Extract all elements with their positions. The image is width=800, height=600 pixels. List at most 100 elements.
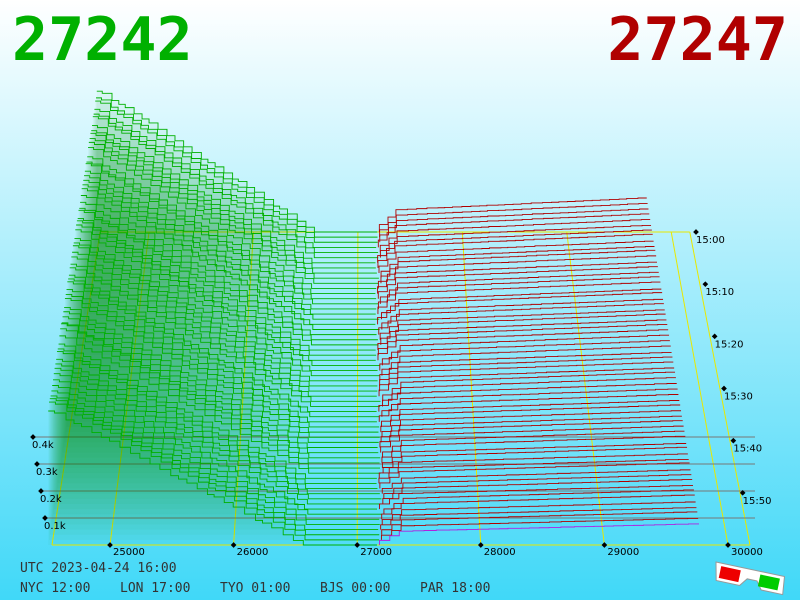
price-grid-line [670, 231, 729, 546]
bid-depth-line [86, 161, 377, 300]
ask-depth-line [380, 313, 666, 345]
utc-time: UTC 2023-04-24 16:00 [20, 561, 177, 576]
time-tick [730, 437, 737, 444]
ask-depth-line [381, 435, 686, 463]
ask-depth-line [379, 351, 672, 381]
depth-tick-label: 0.2k [40, 494, 62, 505]
bid-depth-line [72, 251, 378, 392]
ask-depth-line [381, 334, 670, 366]
ask-depth-line [381, 345, 671, 376]
ask-depth-line [381, 410, 682, 438]
price-grid-line [356, 231, 359, 546]
bid-depth-line [73, 242, 378, 382]
ask-depth-line [379, 356, 673, 386]
ask-depth-line [379, 361, 674, 392]
time-tick-label: 15:00 [696, 235, 725, 246]
bid-depth-line [80, 195, 377, 336]
ask-depth-line [379, 219, 651, 253]
bid-depth-line [54, 367, 381, 505]
bid-depth-line [51, 390, 380, 525]
city-time: NYC 12:00 [20, 581, 90, 596]
bid-depth-line [89, 138, 379, 279]
bid-depth-line [71, 256, 377, 397]
ask-price: 27247 [607, 5, 788, 75]
ask-depth-line [381, 469, 691, 494]
ask-depth-line [378, 394, 679, 422]
bid-depth-line [83, 179, 380, 320]
bid-depth-line [64, 298, 380, 438]
ask-depth-line [380, 415, 682, 443]
bid-depth-line [76, 220, 376, 361]
ask-depth-line [380, 425, 684, 453]
bid-depth-line [78, 209, 376, 351]
time-tick [711, 333, 718, 340]
depth-tick-label: 0.1k [44, 521, 66, 532]
ask-depth-line [377, 233, 653, 268]
ask-depth-line [377, 329, 669, 361]
time-tick-label: 15:20 [715, 339, 744, 350]
price-tick-label: 25000 [113, 547, 145, 558]
ask-depth-line [378, 453, 688, 479]
bid-depth-line [60, 328, 381, 469]
depth-tick-label: 0.3k [36, 467, 58, 478]
ask-depth-line [377, 324, 668, 356]
ask-depth-line [378, 240, 654, 274]
ask-depth-line [377, 213, 650, 248]
ask-depth-line [380, 517, 699, 540]
ask-depth-line [379, 420, 683, 448]
bid-depth-line [62, 316, 379, 454]
ask-depth-line [381, 388, 678, 417]
bid-price: 27242 [12, 5, 193, 75]
city-time: BJS 00:00 [320, 581, 390, 596]
time-tick-label: 15:10 [705, 287, 734, 298]
bid-depth-line [68, 278, 380, 418]
ask-depth-line [379, 523, 699, 545]
bid-depth-line [52, 379, 382, 515]
bid-depth-line [48, 410, 378, 546]
bid-depth-line [77, 217, 377, 356]
ask-depth-line [382, 446, 688, 474]
ask-depth-line [379, 208, 649, 243]
price-tick [230, 542, 237, 548]
bid-depth-line [91, 130, 376, 269]
bid-depth-line [69, 267, 381, 407]
time-tick [721, 385, 727, 392]
depth-tick-label: 0.4k [32, 440, 54, 451]
bid-depth-line [74, 238, 380, 377]
bid-depth-line [79, 207, 379, 346]
ask-depth-line [382, 377, 676, 407]
bid-depth-line [76, 224, 381, 366]
ask-depth-line [382, 371, 676, 402]
bid-depth-line [87, 156, 376, 295]
bid-depth-line [95, 100, 378, 243]
ask-depth-line [377, 319, 667, 351]
bid-depth-line [50, 395, 379, 531]
ask-depth-line [382, 430, 685, 458]
ask-depth-line [377, 255, 657, 289]
bid-depth-line [63, 311, 378, 448]
bid-depth-line [56, 358, 380, 495]
ask-depth-line [380, 249, 656, 284]
bid-depth-line [55, 363, 382, 500]
ask-depth-line [377, 229, 652, 263]
ask-depth-line [378, 303, 664, 335]
3d-glasses-icon [715, 561, 786, 596]
bid-depth-line [57, 348, 377, 484]
time-tick-label: 15:30 [724, 392, 753, 403]
bid-depth-line [84, 175, 376, 315]
ask-depth-line [380, 404, 681, 433]
ask-depth-line [381, 288, 662, 320]
price-tick [107, 542, 113, 548]
bid-depth-line [75, 229, 378, 371]
city-time: LON 17:00 [120, 581, 190, 596]
bid-depth-line [56, 351, 378, 490]
ask-depth-line [381, 298, 664, 330]
bid-depth-line [52, 385, 380, 520]
price-tick [354, 542, 361, 548]
ask-depth-line [382, 479, 693, 504]
city-times: NYC 12:00 LON 17:00 TYO 01:00 BJS 00:00 PAR … [20, 581, 490, 596]
bid-depth-line [92, 125, 376, 264]
ask-depth-line [383, 489, 694, 515]
